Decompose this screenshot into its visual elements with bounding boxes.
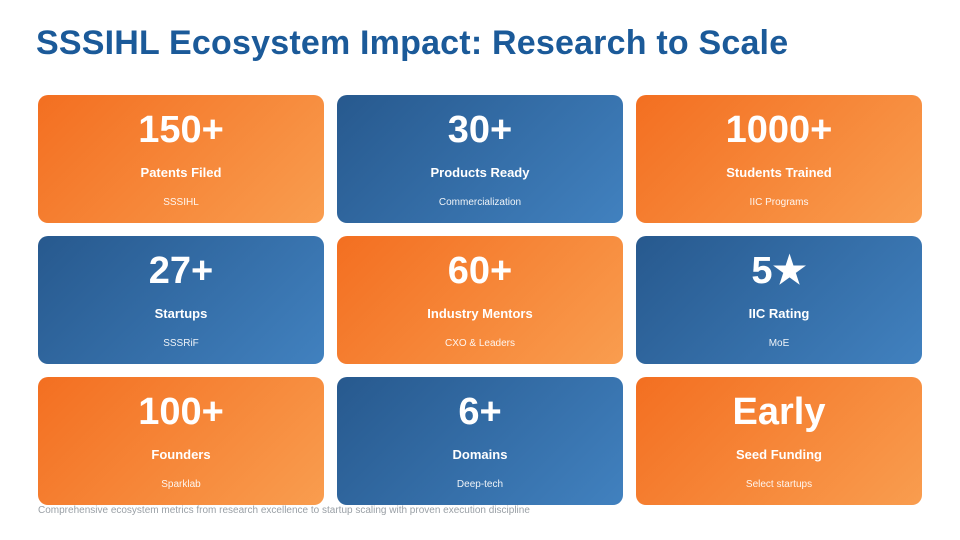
metric-sublabel: MoE bbox=[768, 337, 790, 349]
metric-label: Seed Funding bbox=[736, 446, 822, 462]
metric-card-industry-mentors: 60+ Industry Mentors CXO & Leaders bbox=[337, 236, 623, 364]
metric-card-founders: 100+ Founders Sparklab bbox=[38, 377, 324, 505]
metric-sublabel: IIC Programs bbox=[749, 196, 809, 208]
metric-value: 6+ bbox=[458, 391, 502, 433]
metric-value: 60+ bbox=[447, 250, 513, 292]
metric-sublabel: Sparklab bbox=[161, 478, 201, 490]
metric-label: Industry Mentors bbox=[427, 305, 533, 321]
metric-value: 100+ bbox=[138, 391, 224, 433]
metric-sublabel: Deep-tech bbox=[456, 478, 504, 490]
metric-value: 150+ bbox=[138, 109, 224, 151]
metric-value: Early bbox=[732, 391, 826, 433]
metric-card-domains: 6+ Domains Deep-tech bbox=[337, 377, 623, 505]
metric-value: 30+ bbox=[447, 109, 513, 151]
metric-card-patents-filed: 150+ Patents Filed SSSIHL bbox=[38, 95, 324, 223]
metric-sublabel: SSSIHL bbox=[163, 196, 199, 208]
metric-label: IIC Rating bbox=[748, 305, 810, 321]
metric-card-seed-funding: Early Seed Funding Select startups bbox=[636, 377, 922, 505]
metric-value: 27+ bbox=[148, 250, 214, 292]
metric-sublabel: CXO & Leaders bbox=[444, 337, 516, 349]
metric-card-iic-rating: 5★ IIC Rating MoE bbox=[636, 236, 922, 364]
metric-label: Products Ready bbox=[430, 164, 530, 180]
metric-label: Patents Filed bbox=[140, 164, 222, 180]
metric-card-products-ready: 30+ Products Ready Commercialization bbox=[337, 95, 623, 223]
metric-card-students-trained: 1000+ Students Trained IIC Programs bbox=[636, 95, 922, 223]
metric-label: Domains bbox=[452, 446, 508, 462]
metric-sublabel: SSSRiF bbox=[163, 337, 199, 349]
metric-label: Startups bbox=[154, 305, 208, 321]
metric-sublabel: Select startups bbox=[745, 478, 813, 490]
metric-sublabel: Commercialization bbox=[438, 196, 522, 208]
metric-label: Founders bbox=[151, 446, 211, 462]
footer-caption: Comprehensive ecosystem metrics from res… bbox=[38, 505, 530, 516]
metric-value: 1000+ bbox=[725, 109, 833, 151]
metric-value-with-star-icon: 5★ bbox=[751, 250, 807, 292]
metrics-grid: 150+ Patents Filed SSSIHL 30+ Products R… bbox=[38, 95, 922, 505]
page-title: SSSIHL Ecosystem Impact: Research to Sca… bbox=[36, 24, 789, 62]
metric-label: Students Trained bbox=[726, 164, 832, 180]
metric-card-startups: 27+ Startups SSSRiF bbox=[38, 236, 324, 364]
